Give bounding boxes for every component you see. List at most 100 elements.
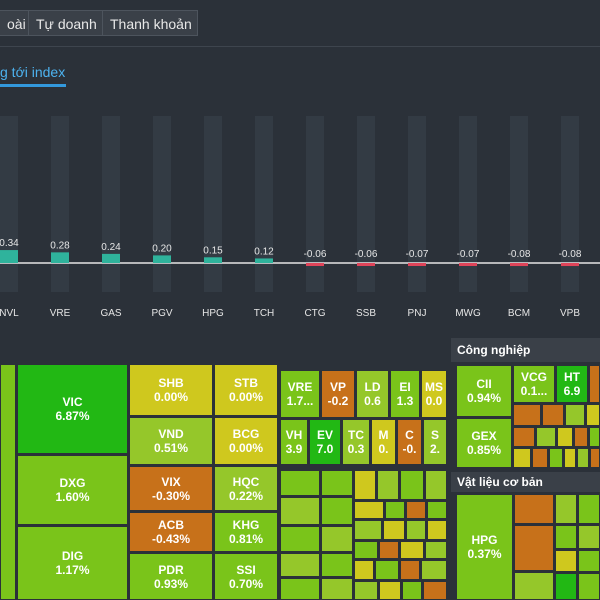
bar[interactable] [510,263,528,267]
heatmap-cell-small[interactable] [280,526,320,552]
heatmap-cell[interactable]: HT 6.9 [556,365,588,403]
heatmap-cell-small[interactable] [514,525,554,571]
heatmap-cell-small[interactable] [578,550,600,572]
bar[interactable] [561,263,579,267]
heatmap-cell[interactable]: SSI 0.70% [214,553,278,600]
heatmap-cell[interactable]: HQC 0.22% [214,466,278,511]
heatmap-cell-partial[interactable] [0,364,16,600]
heatmap-cell-small[interactable] [427,520,447,540]
heatmap-cell-small[interactable] [400,541,424,559]
heatmap-cell-small[interactable] [375,560,399,580]
heatmap-cell-small[interactable] [555,573,577,600]
heatmap-cell-small[interactable] [555,525,577,549]
heatmap-cell-small[interactable] [354,501,384,519]
heatmap-cell-small[interactable] [513,404,541,426]
heatmap-cell[interactable]: C -0. [397,419,422,465]
heatmap-cell[interactable]: VRE 1.7... [280,370,320,418]
heatmap-cell-small[interactable] [513,448,531,468]
heatmap-cell-small[interactable] [321,553,353,577]
bar[interactable] [153,255,171,263]
heatmap-cell-small[interactable] [423,581,447,600]
heatmap-cell-small[interactable] [406,520,426,540]
heatmap-cell[interactable]: KHG 0.81% [214,512,278,552]
heatmap-cell-small[interactable] [577,448,589,468]
heatmap-cell-small[interactable] [578,573,600,600]
heatmap-cell-small[interactable] [354,541,378,559]
heatmap-cell[interactable]: M 0. [371,419,396,465]
heatmap-cell-small[interactable] [427,501,447,519]
heatmap-cell-small[interactable] [555,494,577,524]
heatmap-cell[interactable]: LD 0.6 [356,370,389,418]
heatmap-cell-partial[interactable] [589,365,600,403]
bar[interactable] [51,252,69,263]
heatmap-cell-small[interactable] [354,470,376,500]
tab-liquidity[interactable]: Thanh khoản [102,10,198,36]
heatmap-cell-small[interactable] [421,560,447,580]
tab-index-impact[interactable]: g tới index [0,64,66,80]
heatmap-cell[interactable]: STB 0.00% [214,364,278,416]
heatmap-cell-small[interactable] [532,448,548,468]
heatmap-cell-small[interactable] [321,470,353,496]
heatmap-cell-small[interactable] [555,550,577,572]
heatmap-cell-small[interactable] [280,553,320,577]
heatmap-cell-small[interactable] [574,427,588,447]
heatmap-cell-small[interactable] [354,520,382,540]
bar[interactable] [459,263,477,266]
heatmap-cell-small[interactable] [578,525,600,549]
heatmap-cell-small[interactable] [377,470,399,500]
heatmap-cell-small[interactable] [578,494,600,524]
heatmap-cell[interactable]: GEX 0.85% [456,418,512,468]
heatmap-cell-small[interactable] [513,427,535,447]
heatmap-cell[interactable]: DIG 1.17% [17,526,128,600]
heatmap-cell-small[interactable] [354,560,374,580]
heatmap-cell-small[interactable] [321,578,353,600]
heatmap-cell-small[interactable] [400,560,420,580]
heatmap-cell-small[interactable] [400,470,424,500]
heatmap-cell[interactable]: VIC 6.87% [17,364,128,454]
heatmap-cell[interactable]: DXG 1.60% [17,455,128,525]
heatmap-cell-small[interactable] [406,501,426,519]
heatmap-cell-small[interactable] [280,578,320,600]
heatmap-cell[interactable]: EI 1.3 [390,370,420,418]
heatmap-cell[interactable]: PDR 0.93% [129,553,213,600]
heatmap-cell-small[interactable] [402,581,422,600]
heatmap-cell[interactable]: SHB 0.00% [129,364,213,416]
heatmap-cell-small[interactable] [564,448,576,468]
heatmap-cell[interactable]: BCG 0.00% [214,417,278,465]
heatmap-cell-small[interactable] [557,427,573,447]
heatmap-cell[interactable]: MS 0.0 [421,370,447,418]
heatmap-cell-small[interactable] [321,497,353,525]
bar[interactable] [408,263,426,266]
heatmap-cell-small[interactable] [542,404,564,426]
heatmap-cell[interactable]: S 2. [423,419,447,465]
heatmap-cell-small[interactable] [385,501,405,519]
heatmap-cell-small[interactable] [379,541,399,559]
heatmap-cell-small[interactable] [280,497,320,525]
heatmap-cell-small[interactable] [514,572,554,600]
tab-foreign[interactable]: oài [0,10,29,36]
heatmap-cell-small[interactable] [280,470,320,496]
heatmap-cell-small[interactable] [536,427,556,447]
bar[interactable] [306,263,324,266]
heatmap-cell-small[interactable] [586,404,600,426]
heatmap-cell[interactable]: VP -0.2 [321,370,355,418]
heatmap-cell-small[interactable] [425,470,447,500]
heatmap-cell-small[interactable] [383,520,405,540]
heatmap-cell-small[interactable] [321,526,353,552]
bar[interactable] [0,250,18,263]
bar[interactable] [204,257,222,263]
bar[interactable] [255,258,273,263]
heatmap-cell[interactable]: VIX -0.30% [129,466,213,511]
heatmap-cell-small[interactable] [549,448,563,468]
heatmap-cell[interactable]: CII 0.94% [456,365,512,417]
heatmap-cell[interactable]: EV 7.0 [309,419,341,465]
heatmap-cell-small[interactable] [425,541,447,559]
bar[interactable] [357,263,375,266]
heatmap-cell[interactable]: ACB -0.43% [129,512,213,552]
heatmap-cell-small[interactable] [589,427,600,447]
heatmap-cell-small[interactable] [379,581,401,600]
heatmap-cell[interactable]: VH 3.9 [280,419,308,465]
heatmap-cell[interactable]: HPG 0.37% [456,494,513,600]
heatmap-cell[interactable]: VND 0.51% [129,417,213,465]
heatmap-cell[interactable]: VCG 0.1... [513,365,555,403]
